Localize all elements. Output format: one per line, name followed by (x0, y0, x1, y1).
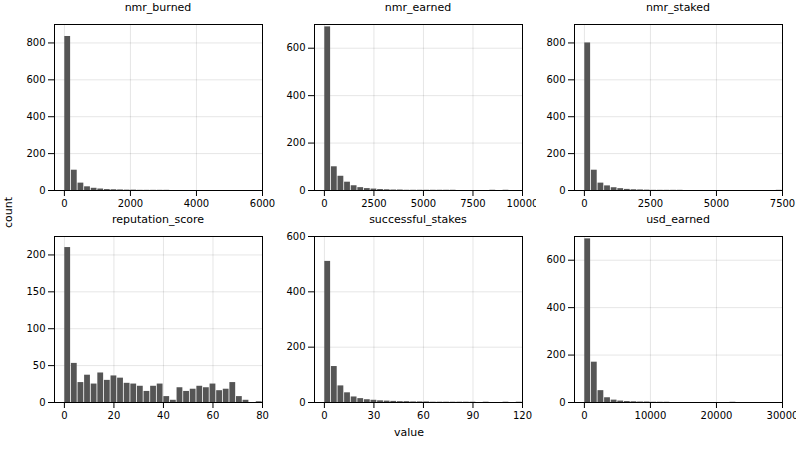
svg-text:0: 0 (299, 185, 305, 196)
svg-text:200: 200 (286, 137, 305, 148)
svg-text:0: 0 (299, 397, 305, 408)
html-text:successful_stakes: successful_stakes (369, 213, 467, 226)
html-text:nmr_earned: nmr_earned (384, 1, 452, 14)
svg-text:0: 0 (61, 198, 67, 209)
svg-text:100: 100 (26, 323, 45, 334)
html-text:usd_earned: usd_earned (646, 213, 710, 226)
svg-text:0: 0 (559, 397, 565, 408)
svg-text:800: 800 (26, 37, 45, 48)
html-text:nmr_staked: nmr_staked (645, 1, 711, 14)
svg-text:6000: 6000 (250, 198, 275, 209)
html-text:nmr_burned: nmr_burned (124, 1, 192, 14)
svg-text:90: 90 (467, 410, 480, 421)
svg-text:2000: 2000 (118, 198, 143, 209)
svg-text:50: 50 (33, 360, 46, 371)
svg-text:10000: 10000 (507, 198, 536, 209)
svg-text:7500: 7500 (770, 198, 795, 209)
svg-text:200: 200 (26, 148, 45, 159)
svg-text:600: 600 (286, 231, 305, 242)
svg-text:0: 0 (39, 397, 45, 408)
svg-text:200: 200 (546, 349, 565, 360)
svg-text:200: 200 (286, 341, 305, 352)
svg-text:200: 200 (26, 249, 45, 260)
svg-text:0: 0 (581, 198, 587, 209)
svg-text:40: 40 (157, 410, 170, 421)
svg-text:400: 400 (286, 90, 305, 101)
svg-text:600: 600 (286, 42, 305, 53)
html-text:reputation_score: reputation_score (111, 213, 205, 226)
svg-text:80: 80 (256, 410, 269, 421)
svg-text:600: 600 (546, 254, 565, 265)
svg-text:0: 0 (321, 198, 327, 209)
svg-text:0: 0 (581, 410, 587, 421)
svg-text:0: 0 (321, 410, 327, 421)
svg-text:2500: 2500 (638, 198, 663, 209)
svg-text:30: 30 (368, 410, 381, 421)
svg-text:0: 0 (559, 185, 565, 196)
svg-text:20: 20 (108, 410, 121, 421)
svg-text:60: 60 (207, 410, 220, 421)
html-text:value: value (394, 426, 424, 439)
svg-text:7500: 7500 (460, 198, 485, 209)
svg-text:5000: 5000 (411, 198, 436, 209)
svg-text:600: 600 (26, 74, 45, 85)
svg-text:600: 600 (546, 74, 565, 85)
svg-text:4000: 4000 (184, 198, 209, 209)
svg-text:60: 60 (417, 410, 430, 421)
svg-text:200: 200 (546, 148, 565, 159)
svg-text:400: 400 (546, 111, 565, 122)
svg-text:400: 400 (546, 302, 565, 313)
svg-text:10000: 10000 (635, 410, 667, 421)
svg-text:120: 120 (513, 410, 532, 421)
svg-text:800: 800 (546, 37, 565, 48)
svg-text:0: 0 (61, 410, 67, 421)
svg-text:20000: 20000 (701, 410, 733, 421)
svg-text:30000: 30000 (767, 410, 796, 421)
svg-text:0: 0 (39, 185, 45, 196)
svg-text:2500: 2500 (361, 198, 386, 209)
svg-text:150: 150 (26, 286, 45, 297)
svg-text:400: 400 (286, 286, 305, 297)
svg-text:400: 400 (26, 111, 45, 122)
html-text:count: count (2, 196, 16, 228)
svg-text:5000: 5000 (704, 198, 729, 209)
